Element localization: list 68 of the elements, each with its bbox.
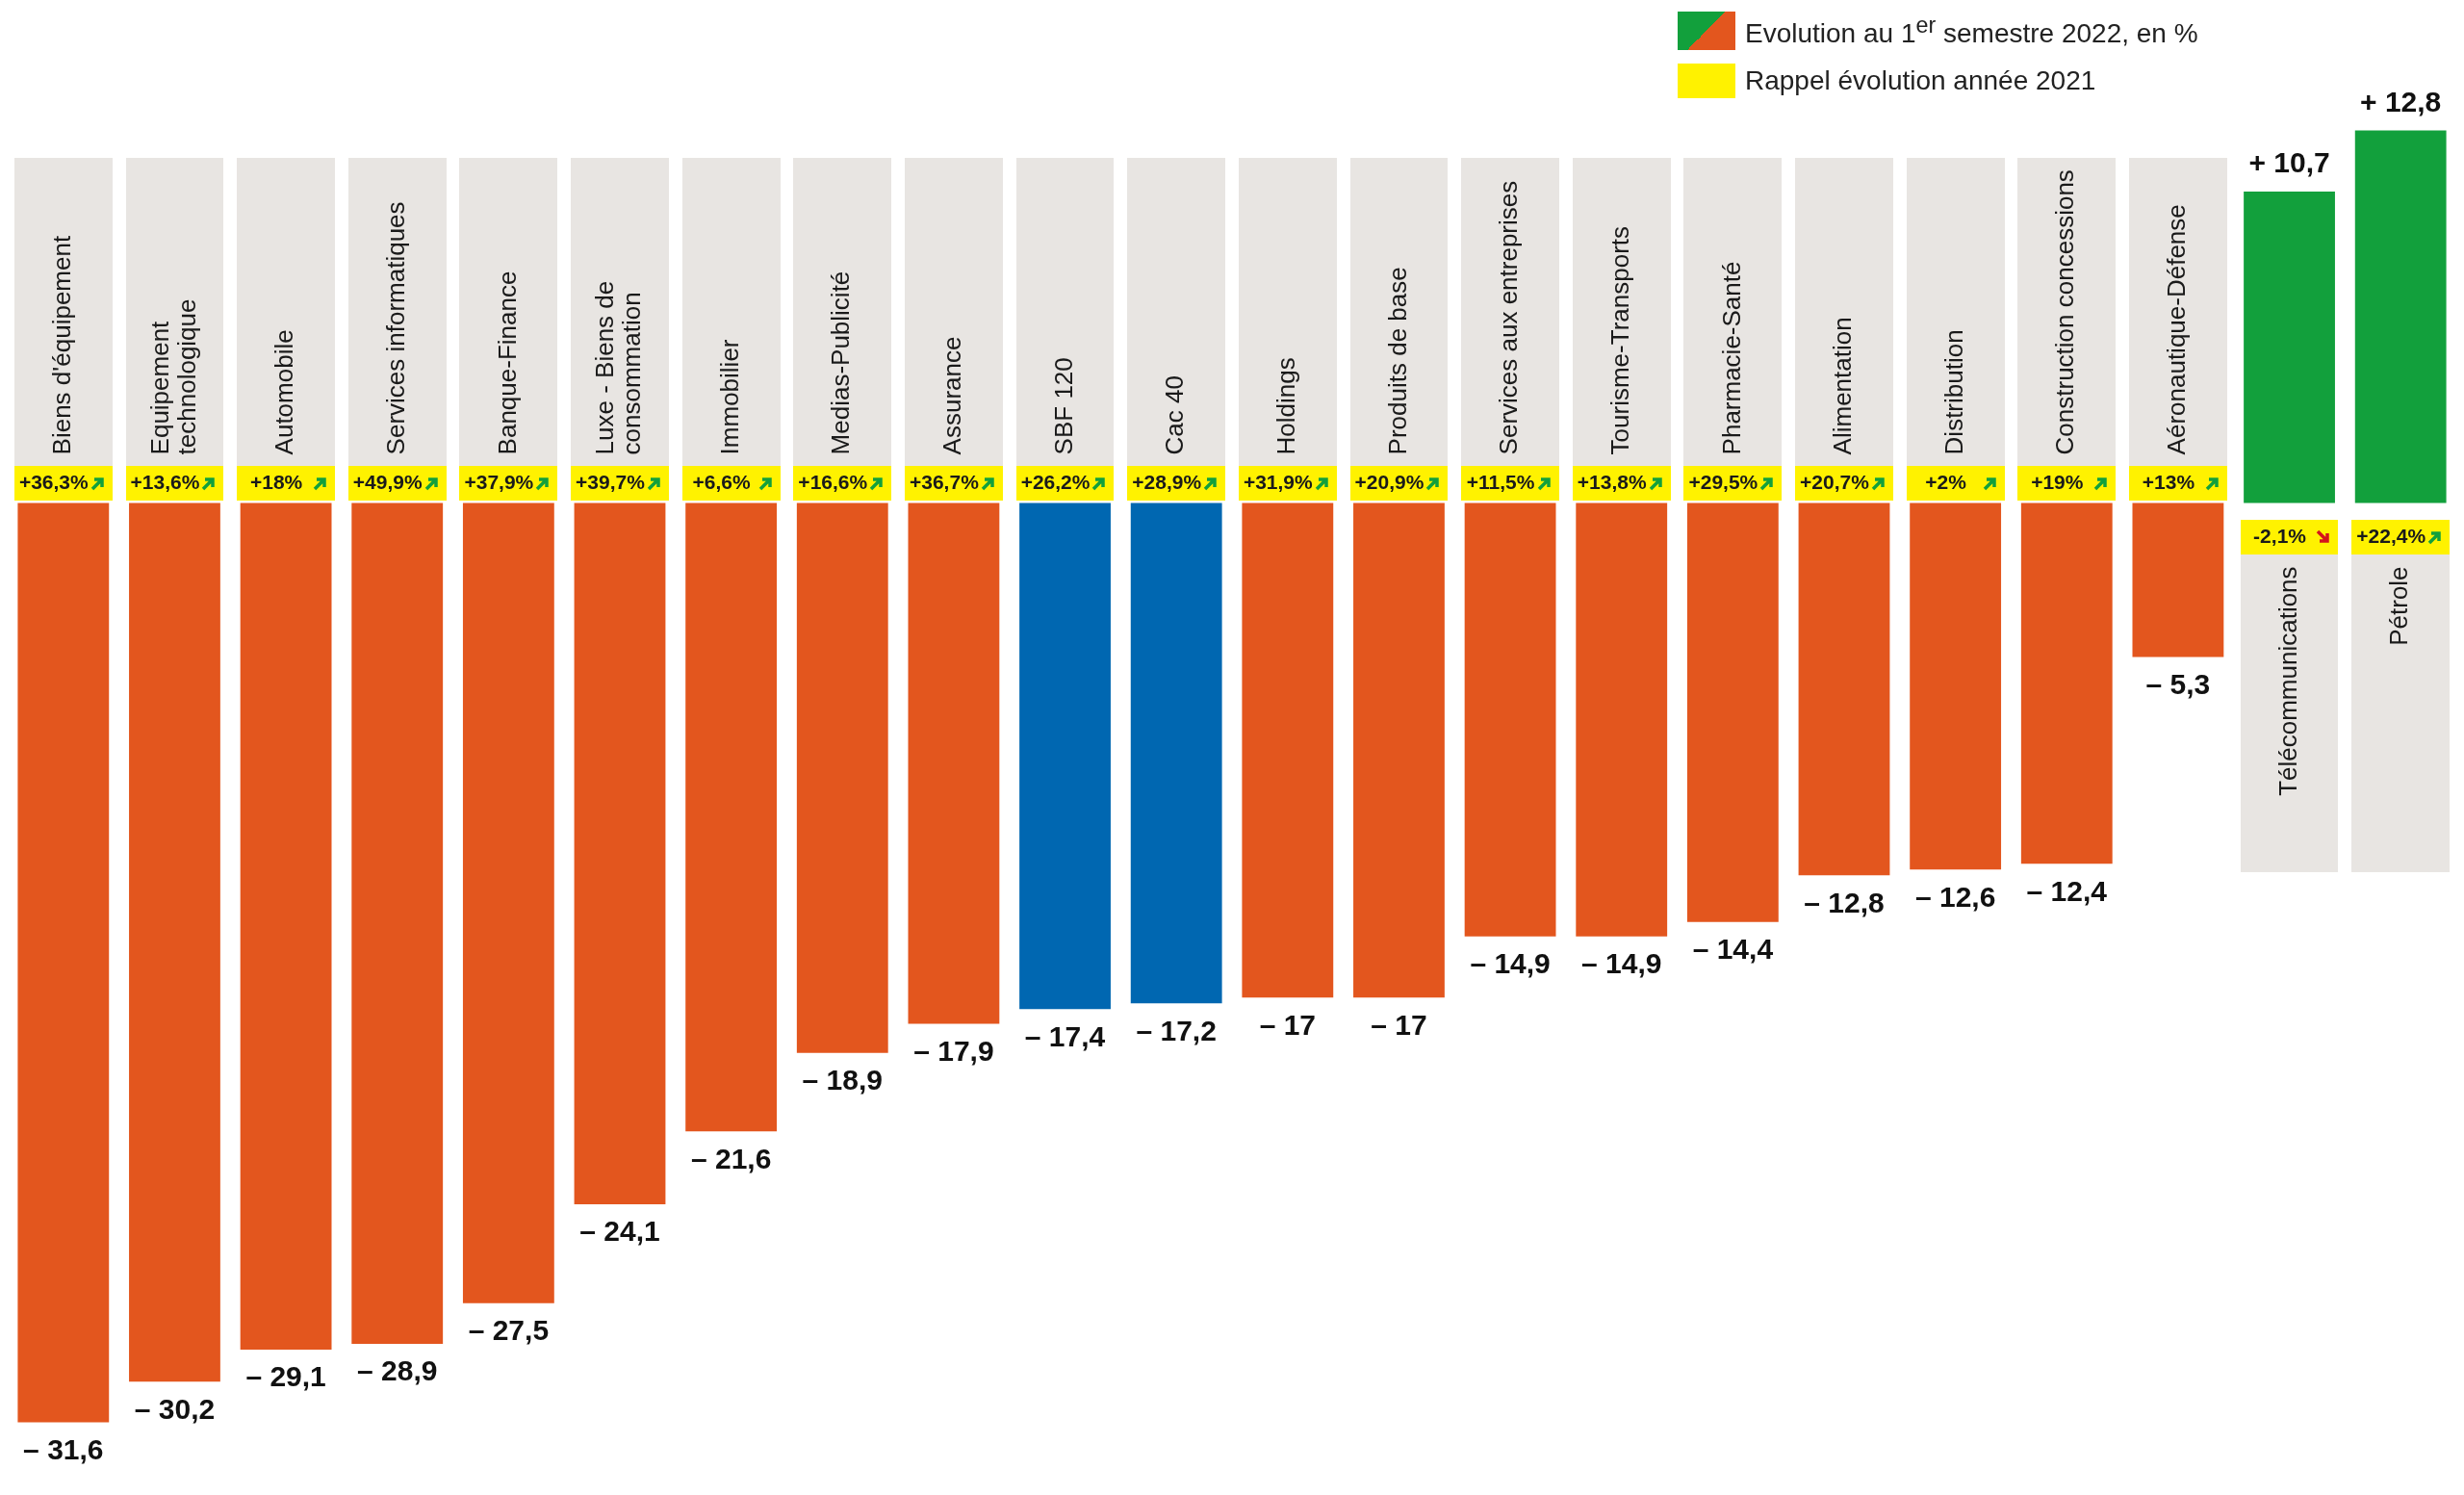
data-label: + 10,7 (2248, 146, 2330, 179)
x-tick-label: Immobilier (714, 339, 744, 455)
x-tick-label: Luxe - Biens de consommation (590, 280, 647, 455)
data-label: – 17 (1259, 1008, 1317, 1041)
annotation: +29,5% (1688, 471, 1758, 494)
x-tick-label: Aéronautique-Défense (2162, 204, 2192, 455)
x-tick-label: Distribution (1938, 329, 1968, 455)
data-label: – 31,6 (23, 1432, 104, 1465)
annotation: +31,9% (1243, 471, 1314, 494)
data-label: – 5,3 (2145, 667, 2211, 700)
x-tick-label: Produits de base (1382, 267, 1412, 455)
x-tick-label: Biens d'équipement (46, 235, 76, 455)
x-tick-label: Télécommunications (2272, 566, 2302, 796)
data-label: – 12,4 (2026, 874, 2108, 907)
data-label: – 17,2 (1136, 1014, 1217, 1046)
x-tick-label: Alimentation (1828, 317, 1858, 455)
x-tick-label: Cac 40 (1160, 375, 1190, 455)
x-tick-label: Pétrole (2384, 566, 2414, 646)
x-tick-label: Medias-Publicité (826, 271, 856, 455)
x-tick-label: SBF 120 (1048, 357, 1078, 455)
annotation: +20,9% (1354, 471, 1424, 494)
annotation: +20,7% (1800, 471, 1870, 494)
data-label: – 17 (1371, 1008, 1427, 1041)
annotation: +13,6% (130, 471, 200, 494)
annotation: +2% (1925, 471, 1967, 494)
annotation: -2,1% (2253, 525, 2307, 548)
annotation: +39,7% (576, 471, 646, 494)
annotation: +11,5% (1466, 471, 1535, 494)
x-tick-label: Equipement technologique (144, 298, 201, 455)
x-tick-label: Holdings (1270, 357, 1300, 455)
x-tick-label: Pharmacie-Santé (1716, 261, 1746, 455)
legend-label: Evolution au 1$^{er}$ semestre 2022, en % (1745, 12, 2198, 50)
x-tick-label: Banque-Finance (492, 271, 522, 455)
data-label: – 27,5 (468, 1313, 550, 1346)
annotation: +19% (2031, 471, 2084, 494)
data-label: – 28,9 (357, 1354, 438, 1387)
annotation: +37,9% (464, 471, 534, 494)
annotation: +6,6% (692, 471, 752, 494)
text: Rappel évolution année 2021 (1745, 65, 2096, 96)
annotation: +16,6% (798, 471, 868, 494)
x-tick-label: Automobile (270, 329, 299, 455)
data-label: – 21,6 (690, 1142, 772, 1174)
data-label: – 17,9 (913, 1034, 994, 1067)
data-label: – 17,4 (1024, 1019, 1106, 1052)
data-label: – 12,6 (1914, 880, 1996, 913)
data-label: – 24,1 (579, 1215, 660, 1248)
annotation: +36,7% (910, 471, 980, 494)
annotation: +49,9% (352, 471, 423, 494)
annotation: +13% (2142, 471, 2195, 494)
annotation: +26,2% (1020, 471, 1091, 494)
data-label: + 12,8 (2360, 85, 2442, 117)
x-tick-label: Services informatiques (380, 201, 410, 455)
data-label: – 12,8 (1804, 886, 1885, 918)
x-tick-label: Assurance (937, 336, 967, 455)
data-label: – 14,4 (1692, 932, 1774, 965)
x-tick-label: Construction concessions (2050, 169, 2080, 455)
x-tick-label: Tourisme-Transports (1604, 225, 1634, 455)
data-label: – 14,9 (1581, 947, 1662, 980)
annotation: +28,9% (1132, 471, 1202, 494)
data-label: – 30,2 (134, 1392, 216, 1425)
annotation: +13,8% (1577, 471, 1647, 494)
data-label: – 14,9 (1470, 947, 1551, 980)
annotation: +22,4% (2356, 525, 2426, 548)
x-tick-label: Services aux entreprises (1494, 180, 1524, 455)
data-label: – 18,9 (802, 1063, 883, 1095)
annotation: +36,3% (18, 471, 90, 494)
annotation: +18% (249, 471, 303, 494)
data-label: – 29,1 (245, 1360, 326, 1393)
